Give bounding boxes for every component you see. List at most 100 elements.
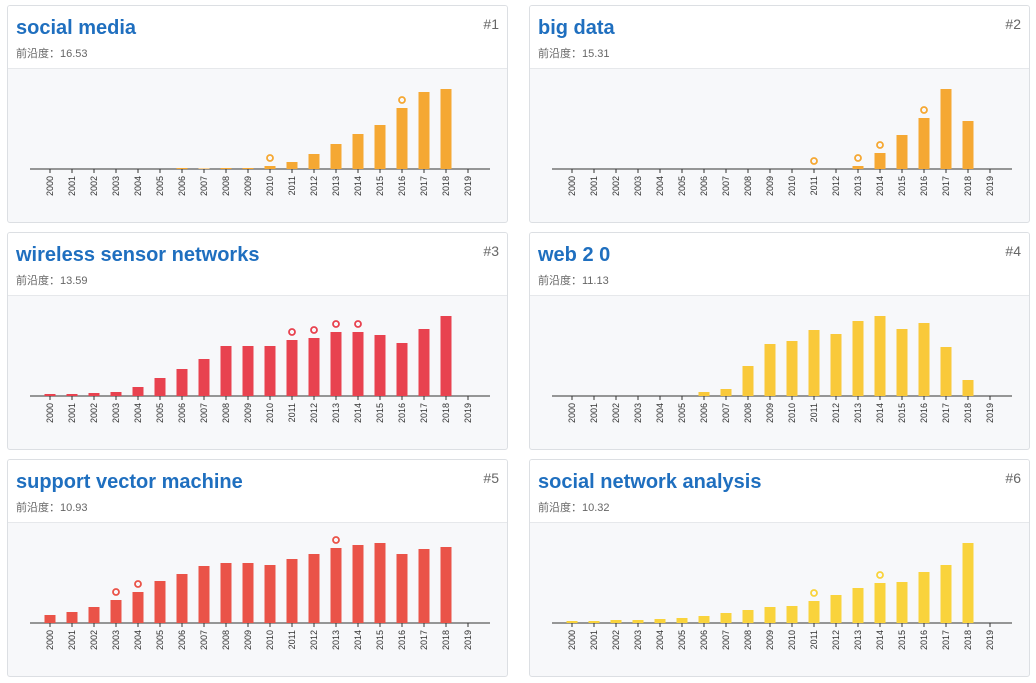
x-tick-label: 2001 <box>589 403 599 423</box>
highlight-marker <box>288 328 296 336</box>
bar <box>176 168 188 169</box>
card-header: social network analysis 前沿度：10.32 #6 <box>530 460 1029 523</box>
x-tick-label: 2014 <box>353 176 363 196</box>
highlight-marker <box>134 580 142 588</box>
bar <box>940 565 952 623</box>
bar <box>242 563 254 623</box>
x-tick-label: 2005 <box>155 630 165 650</box>
bar <box>396 108 408 169</box>
bar <box>374 125 386 169</box>
x-tick-label: 2016 <box>397 630 407 650</box>
x-tick-label: 2002 <box>611 403 621 423</box>
x-tick-label: 2015 <box>375 630 385 650</box>
x-tick-label: 2014 <box>353 403 363 423</box>
x-tick-label: 2005 <box>677 630 687 650</box>
bar <box>676 618 688 623</box>
bar <box>330 144 342 169</box>
x-tick-label: 2010 <box>265 403 275 423</box>
x-tick-label: 2004 <box>133 403 143 423</box>
card-header: web 2 0 前沿度：11.13 #4 <box>530 233 1029 296</box>
x-tick-label: 2012 <box>831 176 841 196</box>
x-tick-label: 2005 <box>677 176 687 196</box>
bar <box>44 394 56 396</box>
card-header: support vector machine 前沿度：10.93 #5 <box>8 460 507 523</box>
x-tick-label: 2004 <box>655 176 665 196</box>
x-tick-label: 2002 <box>611 176 621 196</box>
bar <box>830 595 842 623</box>
bar <box>242 346 254 396</box>
x-tick-label: 2013 <box>853 403 863 423</box>
rank: #3 <box>483 243 499 259</box>
chart-subtitle: 前沿度：10.93 <box>16 502 88 514</box>
x-tick-label: 2014 <box>353 630 363 650</box>
bar <box>852 588 864 623</box>
x-tick-label: 2007 <box>721 403 731 423</box>
bar <box>396 554 408 623</box>
chart-title: wireless sensor networks <box>16 244 260 266</box>
x-tick-label: 2013 <box>331 403 341 423</box>
x-tick-label: 2007 <box>721 630 731 650</box>
bar <box>352 545 364 623</box>
x-tick-label: 2019 <box>985 176 995 196</box>
chart-card: support vector machine 前沿度：10.93 #5 2000 200… <box>7 459 508 677</box>
bar <box>220 563 232 623</box>
chart-card: web 2 0 前沿度：11.13 #4 2000 2001 2002 2003 2004 20… <box>529 232 1030 450</box>
bar <box>940 89 952 169</box>
bar <box>896 135 908 169</box>
x-tick-label: 2001 <box>589 176 599 196</box>
x-tick-label: 2016 <box>919 403 929 423</box>
bar <box>418 329 430 396</box>
chart-subtitle: 前沿度：16.53 <box>16 48 88 60</box>
chart-subtitle: 前沿度：11.13 <box>538 275 609 287</box>
bar <box>198 359 210 396</box>
bar <box>566 621 578 623</box>
x-tick-label: 2015 <box>897 630 907 650</box>
x-tick-label: 2008 <box>221 403 231 423</box>
x-tick-label: 2007 <box>199 630 209 650</box>
x-tick-label: 2010 <box>787 630 797 650</box>
x-tick-label: 2004 <box>133 630 143 650</box>
x-tick-label: 2002 <box>89 630 99 650</box>
card-header: wireless sensor networks 前沿度：13.59 #3 <box>8 233 507 296</box>
bar <box>918 323 930 396</box>
bar <box>830 334 842 396</box>
chart-card: big data 前沿度：15.31 #2 2000 2001 2002 2003 2004 2… <box>529 5 1030 223</box>
x-tick-label: 2012 <box>309 403 319 423</box>
bar <box>852 321 864 396</box>
x-tick-label: 2001 <box>67 176 77 196</box>
bar <box>440 316 452 396</box>
x-tick-label: 2003 <box>111 403 121 423</box>
bar <box>286 340 298 396</box>
highlight-marker <box>920 106 928 114</box>
bar <box>418 549 430 623</box>
highlight-marker <box>876 571 884 579</box>
chart-subtitle: 前沿度：13.59 <box>16 275 88 287</box>
x-tick-label: 2007 <box>199 176 209 196</box>
bar <box>896 329 908 396</box>
bar <box>918 572 930 623</box>
chart-title: web 2 0 <box>538 244 611 266</box>
bar <box>154 378 166 396</box>
x-tick-label: 2002 <box>89 176 99 196</box>
bar <box>418 92 430 169</box>
bar <box>374 335 386 396</box>
chart-title: support vector machine <box>16 471 243 493</box>
highlight-marker <box>332 320 340 328</box>
x-tick-label: 2000 <box>45 403 55 423</box>
x-tick-label: 2001 <box>67 630 77 650</box>
x-tick-label: 2004 <box>133 176 143 196</box>
bar <box>808 601 820 623</box>
x-tick-label: 2003 <box>633 630 643 650</box>
bar <box>242 168 254 169</box>
rank: #5 <box>483 470 499 486</box>
bar <box>962 543 974 623</box>
x-tick-label: 2006 <box>177 630 187 650</box>
x-tick-label: 2017 <box>941 403 951 423</box>
bar <box>374 543 386 623</box>
bar <box>896 582 908 623</box>
chart-card: social media 前沿度：16.53 #1 2000 2001 2002 2003 2… <box>7 5 508 223</box>
x-tick-label: 2007 <box>199 403 209 423</box>
x-tick-label: 2012 <box>309 630 319 650</box>
plot: 2000 2001 2002 2003 2004 2005 2006 2007 2008 2009… <box>552 89 1012 196</box>
x-tick-label: 2002 <box>89 403 99 423</box>
